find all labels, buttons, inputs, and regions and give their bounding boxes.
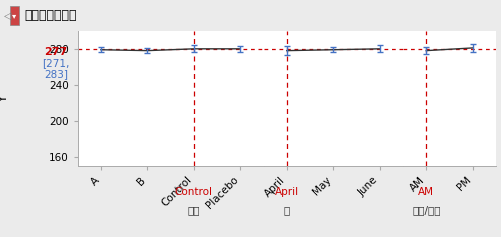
Text: 边缘模型刻画器: 边缘模型刻画器	[24, 9, 77, 22]
Text: [271,
283]: [271, 283]	[42, 58, 70, 79]
Text: 治疗: 治疗	[187, 206, 200, 216]
Text: Y: Y	[0, 95, 11, 102]
Text: AM: AM	[418, 187, 434, 197]
Text: ◁: ◁	[4, 10, 11, 20]
Text: 277: 277	[44, 46, 68, 56]
Text: April: April	[275, 187, 299, 197]
Text: Control: Control	[175, 187, 213, 197]
Text: 上午/下午: 上午/下午	[412, 206, 440, 216]
Text: ▾: ▾	[13, 11, 17, 20]
FancyBboxPatch shape	[10, 6, 19, 25]
Text: 月: 月	[284, 206, 290, 216]
